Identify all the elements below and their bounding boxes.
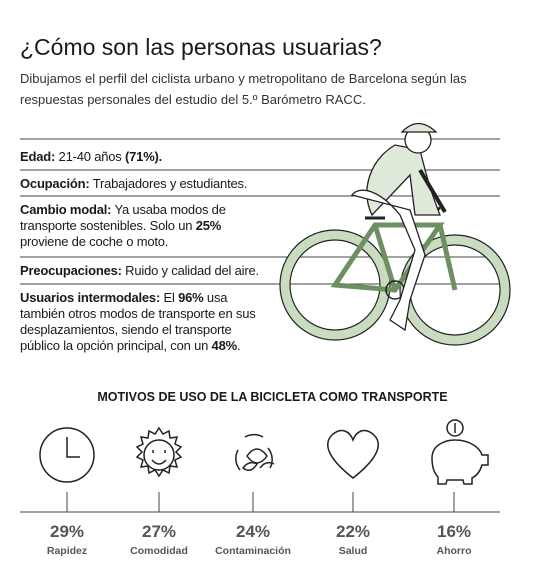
motive-percent: 29% bbox=[49, 522, 85, 541]
row-text: Ruido y calidad del aire. bbox=[121, 263, 259, 278]
rider bbox=[350, 122, 447, 332]
row-text: El bbox=[160, 290, 179, 305]
row-text: Edad: bbox=[20, 149, 56, 164]
motive-percent: 16% bbox=[436, 522, 472, 541]
motive-label: Ahorro bbox=[436, 545, 472, 557]
row-text: 25% bbox=[195, 218, 222, 233]
profile-row: Preocupaciones: Ruido y calidad del aire… bbox=[20, 263, 260, 279]
row-text: usa también otros modos de transporte en… bbox=[20, 290, 256, 353]
row-text: Ocupación: bbox=[20, 176, 90, 191]
profile-row: Usuarios intermodales: El 96% usa tambié… bbox=[20, 290, 260, 354]
connector-lines bbox=[20, 492, 500, 513]
row-text: 48% bbox=[211, 338, 238, 353]
bicycle bbox=[279, 206, 511, 346]
row-text: Preocupaciones: bbox=[20, 263, 122, 278]
motive-percent: 24% bbox=[235, 522, 271, 541]
motive-label: Comodidad bbox=[130, 545, 188, 557]
motive-label: Salud bbox=[338, 545, 368, 557]
row-text: Trabajadores y estudiantes. bbox=[89, 176, 248, 191]
row-text: . bbox=[236, 338, 241, 353]
row-text: Cambio modal: bbox=[20, 202, 112, 217]
subtitle: Dibujamos el perfil del ciclista urbano … bbox=[20, 71, 467, 107]
row-text: Usuarios intermodales: bbox=[20, 290, 161, 305]
title: ¿Cómo son las personas usuarias? bbox=[20, 34, 382, 60]
motive-percent: 22% bbox=[335, 522, 371, 541]
row-text: (71%). bbox=[125, 149, 163, 164]
row-text: Ya usaba modos de transporte sostenibles… bbox=[20, 202, 226, 233]
row-text: 96% bbox=[178, 290, 204, 305]
icons bbox=[39, 419, 489, 485]
motives-title: MOTIVOS DE USO DE LA BICICLETA COMO TRAN… bbox=[97, 390, 448, 404]
row-text: proviene de coche o moto. bbox=[20, 234, 169, 249]
profile-row: Edad: 21-40 años (71%). bbox=[20, 149, 260, 165]
motive-percent: 27% bbox=[141, 522, 177, 541]
profile-row: Ocupación: Trabajadores y estudiantes. bbox=[20, 176, 260, 192]
motive-label: Contaminación bbox=[215, 545, 291, 557]
profile-row: Cambio modal: Ya usaba modos de transpor… bbox=[20, 202, 260, 250]
row-text: 21-40 años bbox=[55, 149, 125, 164]
motive-label: Rapidez bbox=[46, 545, 88, 557]
